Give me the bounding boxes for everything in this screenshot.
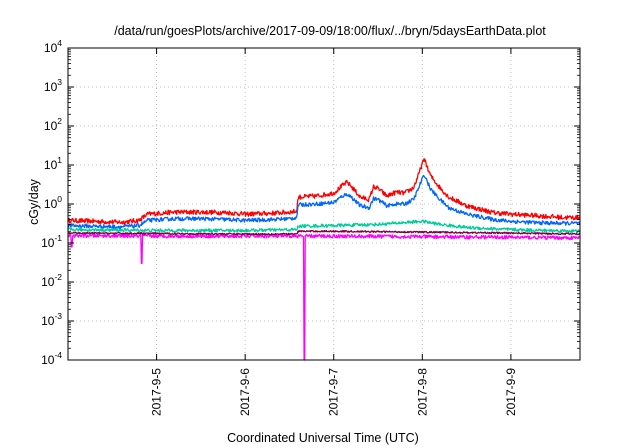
series-line — [67, 174, 581, 230]
y-axis-label: cGy/day — [27, 178, 41, 225]
y-tick-label: 100 — [44, 194, 62, 211]
y-tick-label: 10-1 — [41, 233, 62, 250]
series-line — [67, 219, 581, 234]
y-tick-label: 10-2 — [41, 272, 62, 289]
x-tick-label: 2017-9-8 — [415, 368, 429, 416]
y-tick-label: 104 — [44, 38, 62, 55]
series-layer — [67, 157, 581, 361]
series-line — [67, 233, 581, 361]
series-line — [67, 229, 581, 236]
x-axis: 2017-9-5 2017-9-6 2017-9-7 2017-9-8 2017-9-9 — [150, 48, 518, 416]
x-tick-label: 2017-9-6 — [238, 368, 252, 416]
x-tick-label: 2017-9-5 — [150, 368, 164, 416]
y-tick-label: 102 — [44, 116, 62, 133]
y-tick-label: 103 — [44, 77, 62, 94]
series-line — [67, 157, 581, 225]
y-tick-label: 10-4 — [41, 350, 62, 367]
y-tick-label: 10-3 — [41, 311, 62, 328]
x-tick-label: 2017-9-7 — [327, 368, 341, 416]
x-tick-label: 2017-9-9 — [504, 368, 518, 416]
chart-title: /data/run/goesPlots/archive/2017-09-09/1… — [114, 24, 546, 38]
y-axis: 10-4 10-3 10-2 10-1 100 101 102 103 104 — [41, 38, 580, 367]
x-axis-label: Coordinated Universal Time (UTC) — [227, 431, 419, 445]
y-tick-label: 101 — [44, 155, 62, 172]
